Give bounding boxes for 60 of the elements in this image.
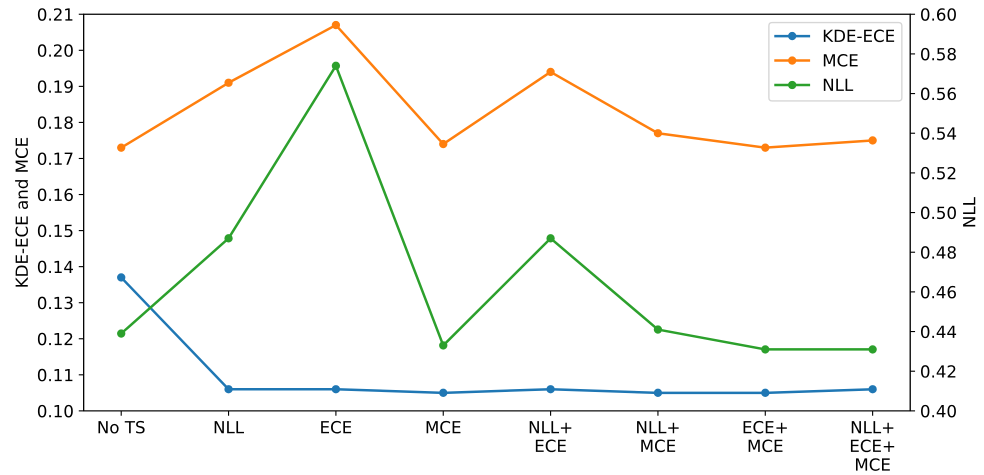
- point: [868, 345, 877, 354]
- y-tick-label: 0.16: [38, 188, 73, 202]
- y-tick-label: 0.20: [38, 44, 73, 57]
- point: [117, 273, 126, 282]
- y-tick-label: 0.14: [38, 260, 73, 274]
- x-tick-label: No TS: [98, 420, 145, 434]
- y-tick-label: 0.15: [38, 224, 72, 238]
- legend-label: KDE-ECE: [824, 30, 894, 42]
- point: [654, 325, 662, 334]
- point: [117, 143, 126, 152]
- x-tick-label: MCE: [426, 420, 460, 434]
- point: [546, 68, 555, 76]
- y2-tick-label: 0.58: [921, 48, 956, 60]
- point: [761, 345, 770, 354]
- y-axis-title: KDE-ECE and MCE: [15, 138, 28, 287]
- y2-tick-label: 0.48: [921, 246, 956, 259]
- x-tick-label: ECE: [321, 420, 352, 434]
- point: [546, 385, 555, 394]
- y2-tick-label: 0.50: [921, 206, 956, 220]
- x-tick-label: ECE+ MCE: [744, 420, 787, 452]
- point: [868, 385, 877, 394]
- y-tick-label: 0.11: [38, 368, 72, 382]
- y2-axis-title: NLL: [963, 197, 976, 226]
- point: [761, 388, 770, 398]
- y2-tick-label: 0.54: [921, 127, 956, 140]
- x-tick-label: NLL: [214, 421, 244, 434]
- x-tick-label: NLL+ ECE: [530, 421, 572, 452]
- point: [117, 329, 126, 338]
- point: [654, 388, 662, 398]
- point: [868, 136, 877, 145]
- point: [546, 234, 555, 243]
- y2-tick-label: 0.56: [921, 88, 956, 100]
- y-tick-label: 0.13: [38, 296, 73, 310]
- x-tick-label: NLL+ MCE: [637, 421, 679, 452]
- y-tick-label: 0.21: [38, 8, 72, 21]
- point: [332, 62, 340, 70]
- point: [439, 388, 448, 398]
- point: [439, 341, 448, 350]
- point: [332, 20, 340, 30]
- y2-tick-label: 0.40: [921, 404, 956, 418]
- y-tick-label: 0.17: [38, 152, 72, 166]
- y2-tick-label: 0.44: [921, 326, 956, 338]
- y-tick-label: 0.18: [38, 116, 73, 129]
- y-tick-label: 0.10: [38, 404, 73, 418]
- y2-tick-label: 0.42: [921, 365, 956, 378]
- point: [224, 234, 233, 243]
- point: [332, 385, 340, 394]
- y2-tick-label: 0.52: [921, 166, 956, 180]
- y2-tick-label: 0.60: [921, 8, 956, 21]
- point: [761, 143, 770, 152]
- y2-tick-label: 0.46: [921, 286, 956, 298]
- point: [654, 129, 662, 138]
- x-tick-label: NLL+ ECE+ MCE: [850, 421, 894, 471]
- legend-label: NLL: [824, 78, 854, 91]
- legend-label: MCE: [824, 54, 858, 67]
- y-tick-label: 0.12: [38, 332, 72, 346]
- point: [439, 140, 448, 148]
- point: [224, 385, 233, 394]
- point: [224, 78, 233, 87]
- y-tick-label: 0.19: [38, 80, 73, 93]
